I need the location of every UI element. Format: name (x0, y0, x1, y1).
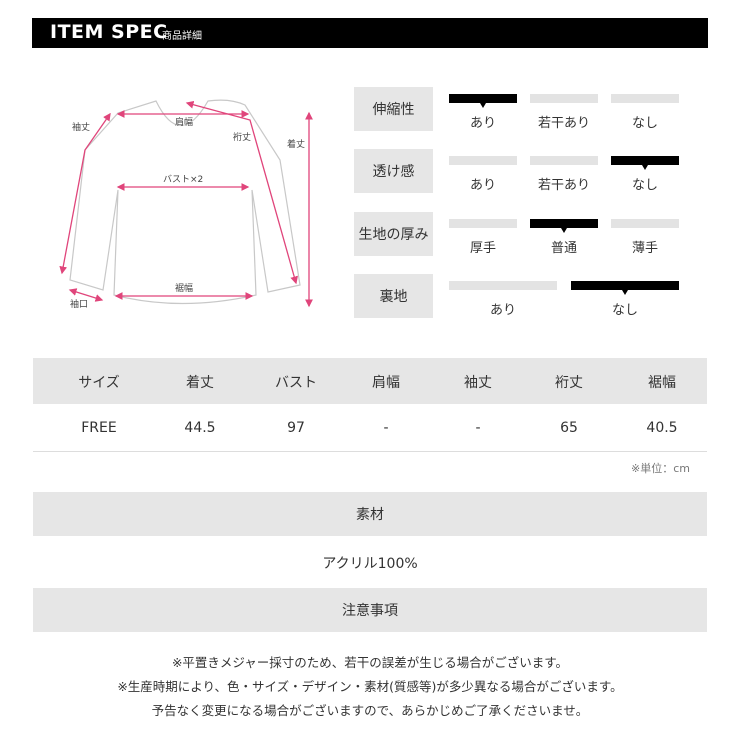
column-header: バスト (275, 375, 317, 391)
material-value: アクリル100% (322, 556, 418, 572)
spec-label: 伸縮性 (354, 87, 433, 131)
spec-bar-selected (449, 94, 517, 108)
spec-bar-selected (611, 156, 679, 170)
note-line: ※生産時期により、色・サイズ・デザイン・素材(質感等)が多少異なる場合がございま… (117, 679, 623, 694)
header-subtitle: 商品詳細 (162, 31, 202, 42)
label-bust: バスト×2 (163, 174, 203, 185)
note-line: 予告なく変更になる場合がございますので、あらかじめご了承くださいませ。 (151, 703, 589, 718)
section-header: ITEM SPEC 商品詳細 (32, 18, 708, 48)
size-table-header: サイズ 着丈 バスト 肩幅 袖丈 裄丈 裾幅 (33, 358, 707, 404)
notes-label: 注意事項 (33, 588, 707, 632)
table-cell: FREE (81, 420, 117, 436)
spec-option: 普通 (550, 241, 578, 256)
table-cell: 97 (287, 420, 305, 436)
spec-option: あり (469, 178, 497, 193)
label-sleeve: 袖丈 (72, 121, 90, 133)
header-title: ITEM SPEC (50, 21, 168, 43)
label-yuki: 裄丈 (233, 131, 251, 143)
spec-bar (611, 94, 679, 103)
cuff-arrow (68, 288, 104, 302)
table-row: FREE 44.5 97 - - 65 40.5 (33, 404, 707, 452)
spec-option: あり (489, 303, 517, 318)
table-cell: - (475, 420, 481, 436)
table-cell: - (383, 420, 389, 436)
spec-option: 薄手 (631, 241, 659, 256)
spec-bar-selected (530, 219, 598, 233)
spec-option: 若干あり (537, 178, 591, 193)
spec-option: 若干あり (537, 116, 591, 131)
spec-option: あり (469, 116, 497, 131)
spec-bar (530, 94, 598, 103)
spec-bar (449, 156, 517, 165)
yuki-arrow (185, 100, 298, 285)
table-cell: 40.5 (646, 420, 678, 436)
label-shoulder: 肩幅 (175, 116, 193, 128)
table-cell: 65 (560, 420, 578, 436)
column-header: 裾幅 (648, 375, 676, 391)
table-cell: 44.5 (184, 420, 216, 436)
note-line: ※平置きメジャー採寸のため、若干の誤差が生じる場合がございます。 (171, 655, 569, 670)
label-length: 着丈 (287, 138, 305, 150)
label-cuff: 袖口 (70, 298, 88, 310)
spec-bar (449, 219, 517, 228)
material-label: 素材 (33, 492, 707, 536)
spec-bar (611, 219, 679, 228)
column-header: 着丈 (186, 375, 214, 391)
spec-bar-selected (571, 281, 679, 295)
garment-diagram: 袖丈 肩幅 裄丈 着丈 バスト×2 裾幅 袖口 (59, 99, 313, 310)
sleeve-arrow (59, 112, 111, 275)
column-header: サイズ (78, 375, 120, 391)
spec-bar (530, 156, 598, 165)
column-header: 裄丈 (555, 375, 583, 391)
spec-label: 生地の厚み (354, 212, 433, 256)
garment-outline (69, 99, 301, 305)
spec-label: 透け感 (354, 149, 433, 193)
unit-note: ※単位：cm (631, 462, 690, 475)
spec-label: 裏地 (354, 274, 433, 318)
spec-bar (449, 281, 557, 290)
column-header: 袖丈 (464, 375, 492, 391)
spec-option: なし (611, 303, 639, 318)
column-header: 肩幅 (372, 375, 400, 391)
spec-option: なし (631, 178, 659, 193)
spec-option: 厚手 (469, 241, 497, 256)
label-hem: 裾幅 (175, 282, 193, 294)
spec-option: なし (631, 116, 659, 131)
